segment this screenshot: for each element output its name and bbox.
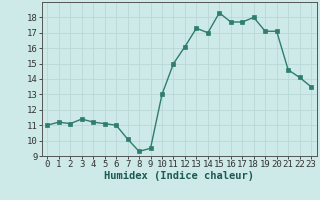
X-axis label: Humidex (Indice chaleur): Humidex (Indice chaleur): [104, 171, 254, 181]
